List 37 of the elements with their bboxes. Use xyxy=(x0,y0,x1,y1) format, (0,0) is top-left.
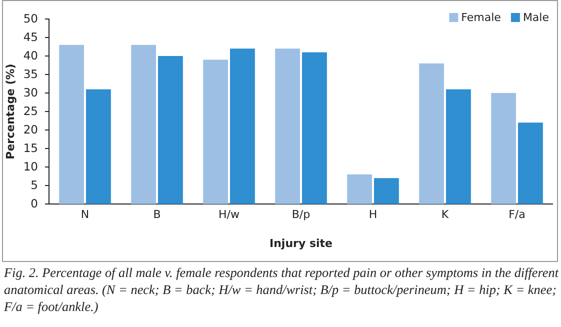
bar xyxy=(419,63,444,204)
y-tick-label: 15 xyxy=(23,141,38,156)
x-tick-label: F/a xyxy=(508,208,526,221)
bar xyxy=(518,122,543,204)
bar xyxy=(302,52,327,204)
caption: Fig. 2. Percentage of all male v. female respondents that reported pain or other symptoms in the different anatomical areas. (N = neck; B = back; H/w = hand/wrist; B/p = buttock/perineum; H = hip; K = knee; F/a = foot/ankle.) xyxy=(4,264,560,315)
bar xyxy=(203,60,228,204)
bar xyxy=(230,48,255,204)
x-tick-label: B xyxy=(153,208,161,221)
y-tick-label: 5 xyxy=(30,178,38,192)
x-tick-label: K xyxy=(441,208,450,221)
bar xyxy=(374,178,399,204)
bar xyxy=(86,89,111,204)
y-tick-label: 45 xyxy=(23,30,38,44)
y-tick-label: 35 xyxy=(23,67,38,82)
legend-label: Male xyxy=(522,11,550,24)
y-tick-label: 10 xyxy=(23,160,38,174)
bar xyxy=(446,89,471,204)
y-tick-label: 0 xyxy=(30,196,38,211)
y-axis-title: Percentage (%) xyxy=(4,64,17,160)
bar xyxy=(158,56,183,204)
y-tick-label: 50 xyxy=(23,12,38,26)
x-tick-label: H xyxy=(368,208,378,221)
x-tick-label: N xyxy=(80,208,90,221)
bar xyxy=(275,48,300,204)
x-tick-label: B/p xyxy=(292,208,310,221)
y-tick-label: 40 xyxy=(23,48,38,63)
x-tick-label: H/w xyxy=(218,208,240,221)
bar xyxy=(131,44,156,204)
bar xyxy=(347,174,372,204)
y-tick-label: 20 xyxy=(23,122,38,137)
x-axis-title: Injury site xyxy=(270,237,332,250)
y-tick-label: 25 xyxy=(23,104,38,118)
bar xyxy=(59,44,84,204)
y-tick-label: 30 xyxy=(23,86,38,100)
legend-label: Female xyxy=(461,11,502,24)
bar xyxy=(491,93,516,204)
